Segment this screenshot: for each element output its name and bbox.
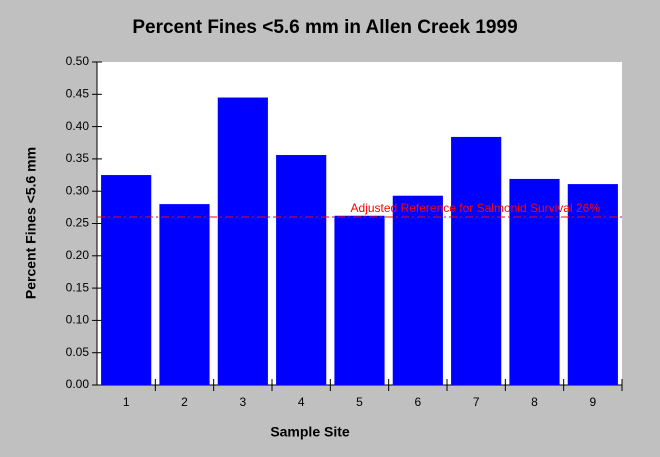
x-tick-label: 9 [589, 395, 596, 409]
x-tick-label: 7 [473, 395, 480, 409]
bar [392, 195, 443, 385]
reference-label: Adjusted Reference for Salmonid Survival… [351, 201, 601, 215]
bar [451, 136, 502, 385]
y-axis-title: Percent Fines <5.6 mm [23, 147, 39, 299]
y-tick-label: 0.50 [66, 54, 90, 68]
bar [567, 184, 618, 385]
x-tick-label: 4 [298, 395, 305, 409]
y-tick-label: 0.35 [66, 151, 90, 165]
bar [159, 204, 210, 385]
bar [101, 175, 152, 385]
x-tick-label: 1 [123, 395, 130, 409]
bar [509, 178, 560, 385]
x-tick-label: 6 [414, 395, 421, 409]
y-tick-label: 0.45 [66, 86, 90, 100]
y-tick-label: 0.25 [66, 216, 90, 230]
y-tick-label: 0.30 [66, 183, 90, 197]
y-tick-label: 0.15 [66, 280, 90, 294]
bar [334, 215, 385, 385]
x-tick-label: 3 [239, 395, 246, 409]
x-tick-label: 8 [531, 395, 538, 409]
x-axis-title: Sample Site [270, 424, 350, 440]
y-tick-label: 0.20 [66, 248, 90, 262]
chart-title: Percent Fines <5.6 mm in Allen Creek 199… [132, 17, 517, 38]
y-tick-label: 0.05 [66, 345, 90, 359]
y-tick-label: 0.10 [66, 313, 90, 327]
y-tick-label: 0.40 [66, 119, 90, 133]
bar [276, 155, 327, 385]
bar [217, 97, 268, 385]
x-tick-label: 5 [356, 395, 363, 409]
y-tick-label: 0.00 [66, 377, 90, 391]
x-tick-label: 2 [181, 395, 188, 409]
